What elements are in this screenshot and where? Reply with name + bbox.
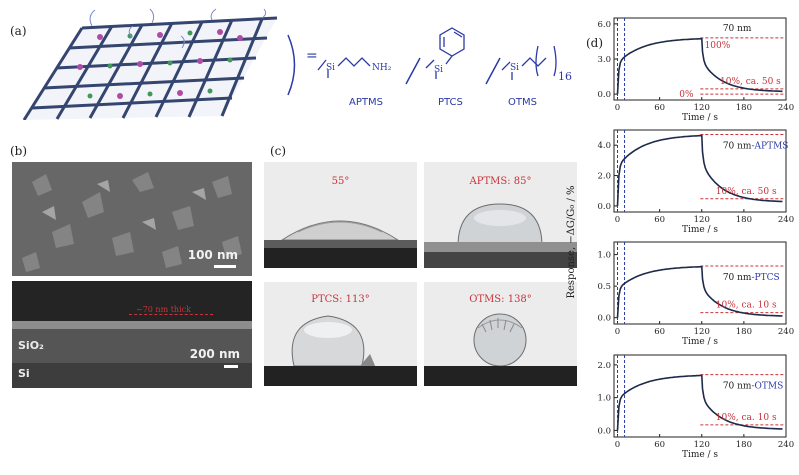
chart-0-annotation-0: 100% (705, 41, 731, 51)
ptcs-label: PTCS (438, 97, 463, 108)
chart-0-series-line (616, 37, 783, 95)
chart-3-ytick-label-1: 1.0 (597, 394, 611, 404)
chart-2-xtick-label-2: 120 (694, 327, 710, 337)
chart-1-xtick-label-2: 120 (694, 215, 710, 225)
chart-3-xtick-label-2: 120 (694, 440, 710, 450)
chart-1-ytick-label-0: 0.0 (597, 202, 611, 212)
thickness-label: ~70 nm thick (136, 305, 191, 314)
otms-label: OTMS (508, 97, 537, 108)
chart-2-frame (613, 241, 787, 325)
mesh-illustration (22, 8, 278, 120)
chart-1-xtick-label-0: 0 (615, 215, 620, 225)
aptms-label: APTMS (349, 97, 383, 108)
chart-1-xlabel: Time / s (682, 225, 718, 235)
panel-b-label: (b) (10, 144, 28, 158)
otms-structure: Si 16 (501, 45, 572, 83)
chart-2-series-line (616, 265, 783, 318)
panel-a-label: (a) (10, 24, 27, 38)
contact-angle-image-aptms: APTMS: 85° (424, 162, 577, 268)
chart-1-xtick-label-3: 180 (736, 215, 752, 225)
y-axis-label: Response, −ΔG/G₀ / % (566, 185, 577, 299)
chart-1-annotation-0: 10%, ca. 50 s (716, 187, 777, 197)
chart-0-xtick-label-2: 120 (694, 103, 710, 113)
contact-angle-image-otms: OTMS: 138° (424, 282, 577, 386)
chart-2-xtick-label-0: 0 (615, 327, 620, 337)
contact-angle-label-aptms: APTMS: 85° (469, 176, 532, 187)
chart-2-ytick-label-2: 1.0 (597, 251, 611, 261)
chart-0-annotation-2: 0% (679, 90, 694, 100)
aptms-nh2: NH₂ (372, 63, 392, 73)
chart-0-xtick-label-4: 240 (778, 103, 794, 113)
panel-c-label: (c) (270, 144, 287, 158)
chart-0-xtick-label-1: 60 (654, 103, 665, 113)
chart-1-xtick-label-1: 60 (654, 215, 665, 225)
chart-0-xlabel: Time / s (682, 113, 718, 123)
scale-bar-bottom (224, 365, 238, 368)
chart-1: 0 60 120 180 240 Time / s 0.0 2.0 4.0 70 nm-APTMS… (597, 129, 794, 235)
chart-2-ytick-label-1: 0.5 (597, 282, 611, 292)
chart-0-title: 70 nm (723, 24, 752, 34)
scale-bar-top-label: 100 nm (187, 248, 238, 262)
chart-0-xtick-label-0: 0 (615, 103, 620, 113)
ptcs-si: Si (434, 65, 443, 75)
chart-2-xlabel: Time / s (682, 337, 718, 347)
chart-2-annotation-0: 10%, ca. 10 s (716, 301, 777, 311)
chart-3-xtick-label-1: 60 (654, 440, 665, 450)
chart-3-ytick-label-0: 0.0 (597, 426, 611, 436)
sem-topview-image: 100 nm (12, 162, 252, 276)
chart-1-title: 70 nm-APTMS (723, 142, 789, 152)
chart-0-xtick-label-3: 180 (736, 103, 752, 113)
sem-crosssection-image: ~70 nm thick SiO₂ Si 200 nm (12, 281, 252, 388)
chart-0-ytick-label-2: 6.0 (597, 20, 611, 30)
chart-3-xtick-label-3: 180 (736, 440, 752, 450)
panel-d-label: (d) (586, 36, 604, 50)
sio2-label: SiO₂ (18, 339, 44, 352)
chart-1-ytick-label-2: 4.0 (597, 141, 611, 151)
ptcs-structure: Si (425, 27, 465, 79)
chart-3-title: 70 nm-OTMS (723, 382, 783, 392)
contact-angle-label-bare: 55° (331, 176, 350, 187)
chart-3-series-line (616, 374, 783, 431)
contact-angle-image-bare: 55° (264, 162, 417, 268)
chart-3-ytick-label-2: 2.0 (597, 361, 611, 371)
chart-3-xtick-label-4: 240 (778, 440, 794, 450)
slash-icon (405, 57, 421, 85)
bracket-icon (287, 34, 296, 96)
contact-angle-image-ptcs: PTCS: 113° (264, 282, 417, 386)
chart-3-xtick-label-0: 0 (615, 440, 620, 450)
chart-0-frame (613, 17, 787, 101)
chart-3-xlabel: Time / s (682, 450, 718, 460)
chart-3-frame (613, 354, 787, 438)
chart-2-xtick-label-3: 180 (736, 327, 752, 337)
otms-subscript: 16 (558, 70, 572, 83)
chart-1-ytick-label-1: 2.0 (597, 172, 611, 182)
chart-2-xtick-label-1: 60 (654, 327, 665, 337)
otms-si: Si (510, 63, 519, 73)
chart-2-ytick-label-0: 0.0 (597, 314, 611, 324)
chart-2: 0 60 120 180 240 Time / s 0.0 0.5 1.0 70 nm-PTCS 1… (597, 241, 794, 347)
chart-1-series-line (616, 134, 783, 206)
chart-0-annotation-1: 10%, ca. 50 s (720, 77, 781, 87)
slash-icon-2 (485, 57, 501, 85)
scale-bar-bottom-label: 200 nm (189, 347, 240, 361)
chart-0-ytick-label-1: 3.0 (597, 55, 611, 65)
chart-2-title: 70 nm-PTCS (723, 273, 780, 283)
contact-angle-label-otms: OTMS: 138° (469, 294, 532, 305)
equals-sign: = (306, 48, 318, 64)
chart-1-xtick-label-4: 240 (778, 215, 794, 225)
chart-3: 0 60 120 180 240 Time / s 0.0 1.0 2.0 70 nm-OTMS 1… (597, 354, 794, 460)
chart-2-xtick-label-4: 240 (778, 327, 794, 337)
si-label: Si (18, 367, 30, 380)
chart-1-frame (613, 129, 787, 213)
aptms-si: Si (326, 63, 335, 73)
aptms-structure: Si NH₂ (317, 57, 392, 78)
chart-0: 0 60 120 180 240 Time / s 0.0 3.0 6.0 70 nm 100% 10… (597, 17, 794, 123)
chart-0-ytick-label-0: 0.0 (597, 90, 611, 100)
scale-bar-top (214, 265, 236, 268)
chart-3-annotation-0: 10%, ca. 10 s (716, 413, 777, 423)
contact-angle-label-ptcs: PTCS: 113° (311, 294, 370, 305)
